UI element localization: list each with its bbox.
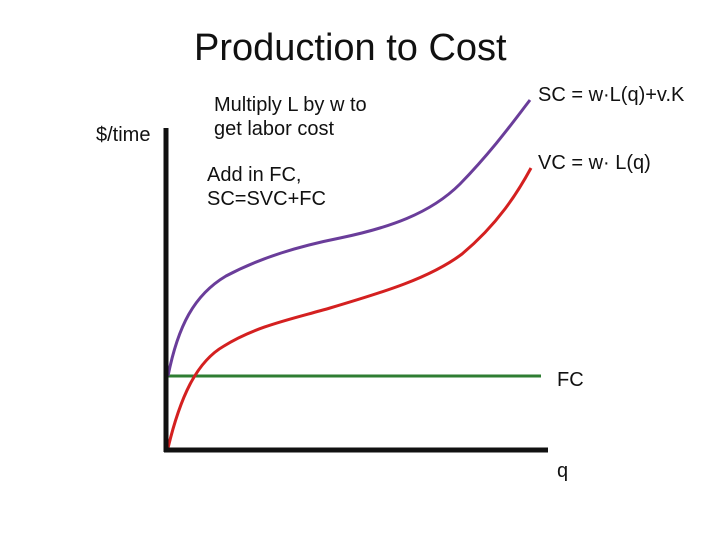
note-add-fc: Add in FC, SC=SVC+FC — [207, 164, 326, 211]
y-axis-label: $/time — [96, 124, 151, 146]
vc-curve — [166, 167, 533, 449]
fc-curve-label: FC — [557, 369, 584, 391]
vc-curve-label: VC = w· L(q) — [538, 152, 651, 174]
note-labor-cost-line-2: get labor cost — [214, 117, 335, 140]
sc-curve-label: SC = w·L(q)+v.K — [538, 84, 685, 106]
page-title: Production to Cost — [194, 27, 507, 69]
sc-curve — [166, 99, 532, 377]
x-axis-label: q — [557, 460, 569, 482]
note-labor-cost-line-1: Multiply L by w to — [214, 94, 367, 116]
note-labor-cost: Multiply L by w to get labor cost — [214, 94, 367, 141]
note-add-fc-line-2: SC=SVC+FC — [207, 187, 326, 210]
note-add-fc-line-1: Add in FC, — [207, 164, 302, 186]
